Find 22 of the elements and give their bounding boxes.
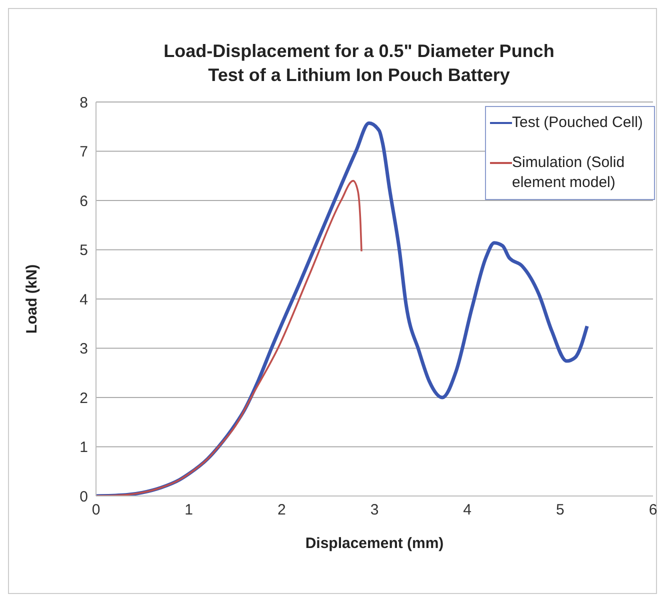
y-tick-label: 5 [80, 242, 88, 260]
y-tick-label: 4 [80, 291, 88, 308]
y-tick-label: 6 [80, 192, 88, 210]
x-tick-label: 5 [556, 502, 564, 519]
y-tick-label: 0 [80, 488, 88, 506]
chart-title: Load-Displacement for a 0.5" Diameter Punch Test of a Lithium Ion Pouch Battery [162, 40, 556, 87]
line-series [96, 180, 362, 496]
y-tick-label: 8 [80, 94, 88, 112]
legend-label: Test (Pouched Cell) [512, 113, 643, 133]
x-tick-label: 3 [370, 502, 379, 519]
x-tick-label: 2 [277, 502, 286, 519]
y-tick-label: 1 [80, 439, 88, 456]
x-tick-label: 6 [648, 502, 658, 519]
x-axis-title: Displacement (mm) [305, 535, 444, 552]
y-axis-title: Load (kN) [23, 264, 40, 334]
y-tick-label: 2 [80, 390, 88, 407]
y-tick-label: 7 [80, 144, 88, 161]
legend-label: Simulation (Solid element model) [512, 153, 626, 193]
y-tick-label: 3 [80, 340, 88, 358]
x-tick-label: 4 [463, 502, 472, 519]
x-tick-label: 1 [184, 502, 194, 519]
x-tick-label: 0 [92, 502, 100, 519]
